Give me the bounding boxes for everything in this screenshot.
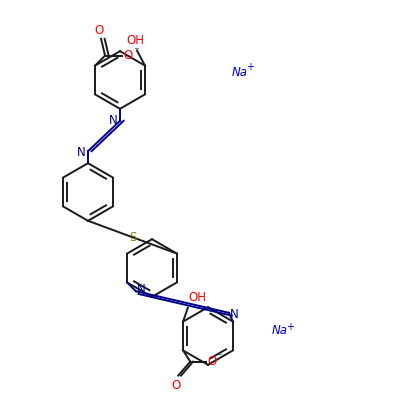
Text: +: + [246, 62, 254, 72]
Text: N: N [230, 308, 239, 321]
Text: ⁻: ⁻ [133, 46, 139, 56]
Text: O: O [172, 379, 181, 392]
Text: N: N [77, 146, 86, 158]
Text: ⁻: ⁻ [217, 353, 222, 362]
Text: O: O [124, 49, 133, 62]
Text: Na: Na [272, 324, 288, 336]
Text: Na: Na [232, 66, 248, 78]
Text: O: O [94, 24, 104, 37]
Text: N: N [137, 283, 146, 296]
Text: N: N [109, 114, 118, 126]
Text: S: S [129, 231, 136, 244]
Text: OH: OH [189, 291, 207, 304]
Text: +: + [286, 322, 294, 332]
Text: O: O [208, 355, 217, 368]
Text: OH: OH [126, 34, 144, 47]
